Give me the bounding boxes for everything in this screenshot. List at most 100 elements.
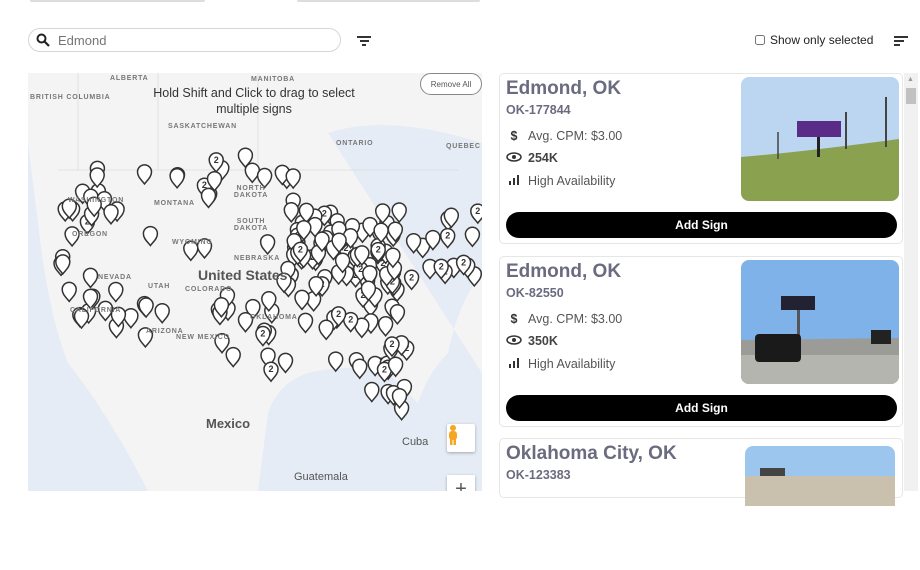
map-marker[interactable]: [169, 168, 185, 190]
map-marker[interactable]: [200, 187, 217, 209]
scrollbar-thumb[interactable]: [906, 88, 916, 104]
listing-card[interactable]: Edmond, OK OK-177844 $ Avg. CPM: $3.00 25…: [499, 73, 903, 244]
add-sign-button[interactable]: Add Sign: [506, 395, 897, 421]
listings-scrollbar[interactable]: ▲: [904, 73, 918, 491]
map-marker[interactable]: [308, 276, 324, 298]
map-marker[interactable]: 2: [255, 325, 271, 347]
map-marker[interactable]: [351, 358, 368, 380]
map-marker[interactable]: [61, 198, 78, 220]
map-marker[interactable]: [285, 168, 301, 190]
map-marker[interactable]: [154, 302, 170, 324]
search-input[interactable]: [58, 32, 318, 48]
map-marker[interactable]: [391, 387, 408, 409]
map-marker[interactable]: 2: [208, 152, 224, 174]
remove-all-button[interactable]: Remove All: [420, 73, 482, 95]
map-marker[interactable]: [443, 207, 460, 229]
sort-icon[interactable]: [894, 36, 908, 48]
map-marker[interactable]: 2: [455, 254, 472, 276]
show-only-selected-checkbox[interactable]: [755, 35, 765, 45]
map-marker[interactable]: [89, 167, 105, 189]
map-marker[interactable]: [283, 202, 300, 224]
map-marker[interactable]: [327, 351, 344, 373]
zoom-in-button[interactable]: +: [447, 475, 475, 491]
map-marker[interactable]: [425, 229, 441, 251]
map-marker[interactable]: [61, 281, 77, 303]
map-marker[interactable]: [196, 238, 213, 260]
map-marker[interactable]: 2: [292, 241, 309, 263]
map-marker[interactable]: [354, 317, 370, 339]
map-marker[interactable]: [261, 291, 277, 313]
map-marker[interactable]: 2: [403, 269, 420, 291]
map-marker[interactable]: [73, 308, 90, 330]
map-marker[interactable]: [331, 232, 347, 254]
map-marker[interactable]: [318, 319, 334, 341]
map-marker[interactable]: [103, 204, 119, 226]
map-marker[interactable]: [206, 170, 223, 192]
map-marker[interactable]: [259, 234, 276, 256]
map-marker[interactable]: [82, 288, 99, 310]
map-marker[interactable]: [364, 381, 380, 403]
map-marker[interactable]: [296, 219, 312, 241]
map-marker[interactable]: [360, 280, 377, 302]
map-marker[interactable]: [422, 258, 438, 280]
map-marker[interactable]: 2: [263, 361, 279, 383]
map-marker[interactable]: 2: [470, 203, 482, 225]
map-marker[interactable]: [387, 221, 404, 243]
filter-icon[interactable]: [357, 36, 371, 48]
map-marker[interactable]: [297, 312, 314, 334]
listing-card[interactable]: Edmond, OK OK-82550 $ Avg. CPM: $3.00 350…: [499, 256, 903, 427]
map-marker[interactable]: [385, 247, 401, 269]
map-marker[interactable]: [110, 306, 127, 328]
add-sign-button[interactable]: Add Sign: [506, 212, 897, 238]
map-marker[interactable]: [405, 232, 422, 254]
map-marker[interactable]: 2: [433, 258, 449, 280]
map-marker[interactable]: [391, 202, 407, 224]
map-marker[interactable]: [244, 162, 261, 184]
map[interactable]: 2222222222222222222222222222222222 BRITI…: [28, 73, 482, 491]
map-marker[interactable]: [64, 226, 80, 248]
map-label-mexico: Mexico: [206, 416, 251, 431]
map-marker[interactable]: [55, 254, 71, 276]
map-marker[interactable]: [214, 332, 230, 354]
map-marker[interactable]: [138, 297, 154, 319]
map-marker[interactable]: [136, 164, 153, 186]
map-marker[interactable]: [373, 222, 389, 244]
map-marker[interactable]: [277, 352, 294, 374]
map-marker[interactable]: [294, 289, 310, 311]
map-marker[interactable]: [464, 226, 481, 248]
map-marker[interactable]: [225, 346, 241, 368]
map-marker[interactable]: [389, 304, 406, 326]
street-view-pegman-icon[interactable]: [447, 424, 475, 452]
map-marker[interactable]: [237, 311, 254, 333]
map-marker[interactable]: [123, 307, 139, 329]
map-marker[interactable]: [108, 281, 124, 303]
map-marker[interactable]: [334, 252, 351, 274]
map-marker[interactable]: 2: [376, 361, 393, 383]
map-marker[interactable]: [387, 356, 404, 378]
listing-card[interactable]: Oklahoma City, OK OK-123383: [499, 438, 903, 506]
search-box[interactable]: [28, 28, 341, 52]
map-marker[interactable]: [97, 300, 114, 322]
map-marker[interactable]: [213, 297, 230, 319]
map-marker[interactable]: [142, 225, 159, 247]
map-marker[interactable]: 2: [439, 227, 456, 249]
show-only-selected-toggle[interactable]: Show only selected: [755, 33, 873, 47]
cluster-count: 2: [343, 243, 348, 253]
map-marker[interactable]: [354, 245, 370, 267]
map-marker[interactable]: [256, 167, 273, 189]
map-marker[interactable]: 2: [370, 241, 386, 263]
map-marker[interactable]: [82, 267, 99, 289]
map-marker[interactable]: [137, 327, 154, 349]
map-marker[interactable]: 2: [330, 306, 347, 328]
map-marker[interactable]: [237, 147, 254, 169]
map-marker[interactable]: [374, 203, 391, 225]
map-marker[interactable]: [183, 240, 199, 262]
map-marker[interactable]: 2: [342, 311, 359, 333]
map-marker[interactable]: [362, 265, 378, 287]
map-marker[interactable]: [377, 316, 394, 338]
map-marker[interactable]: [86, 196, 102, 218]
map-marker[interactable]: 2: [384, 336, 400, 358]
map-marker[interactable]: [276, 272, 292, 294]
map-marker[interactable]: [298, 202, 315, 224]
scroll-up-icon[interactable]: ▲: [907, 76, 914, 83]
